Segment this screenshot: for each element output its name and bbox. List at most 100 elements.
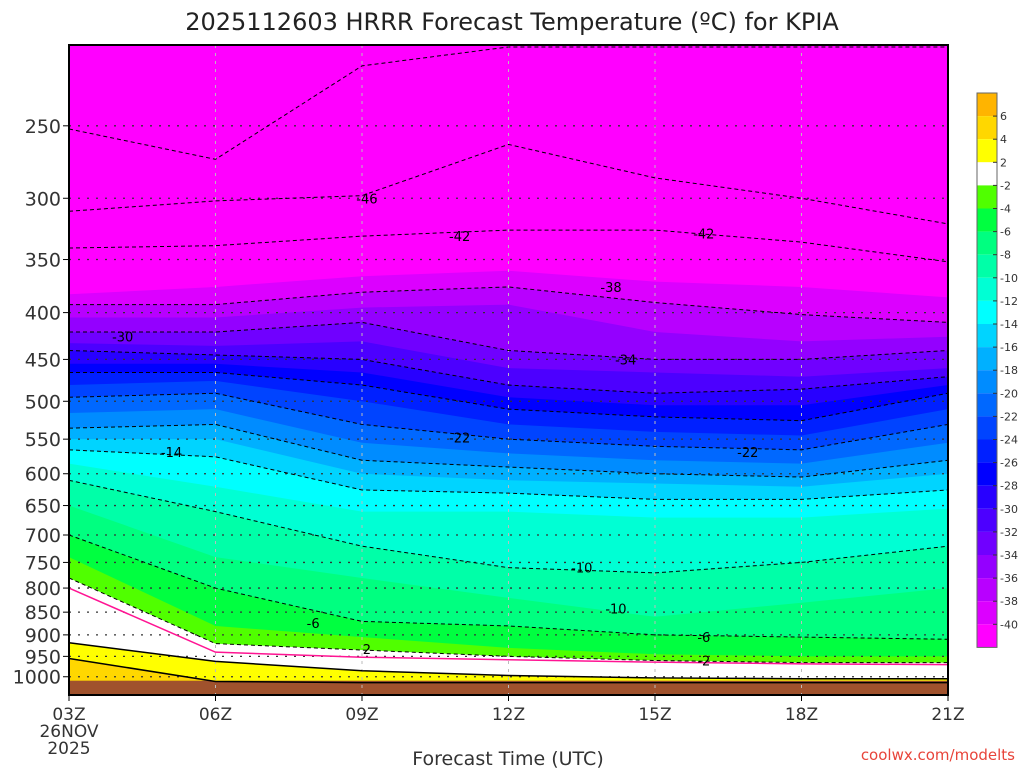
colorbar-swatch [977, 508, 997, 532]
contour-labels: -46 -42 -42 -38 -34 -30 -22 -22 -14 -10 -10 -6 -6 2 -2 [112, 192, 758, 669]
colorbar-swatch [977, 578, 997, 602]
x-tick-year: 2025 [47, 739, 90, 759]
colorbar-label: -16 [1000, 341, 1018, 354]
y-tick-label: 600 [25, 464, 61, 486]
colorbar-label: -26 [1000, 457, 1018, 470]
contour-label: -10 [571, 562, 592, 577]
colorbar-swatch [977, 300, 997, 324]
colorbar-label: -10 [1000, 272, 1018, 285]
y-tick-label: 450 [25, 349, 61, 371]
isotherm--46 [69, 143, 948, 225]
colorbar-swatch [977, 555, 997, 579]
isotherm--34 [69, 321, 948, 360]
colorbar-label: -6 [1000, 226, 1011, 239]
colorbar-label: -36 [1000, 572, 1018, 585]
isotherm-solid-2 [69, 642, 948, 680]
colorbar-swatch [977, 324, 997, 348]
y-tick-label: 900 [25, 625, 61, 647]
isotherm-solid-0 [69, 587, 948, 666]
colorbar-swatch [977, 462, 997, 486]
contour-label: -2 [697, 655, 710, 670]
colorbar-swatch [977, 393, 997, 417]
colorbar-legend: 6 4 2 -2 -4 -6 -8 -10 -12 -14 -16 -18 -20 -22 -24 -26 -2… [976, 92, 1018, 648]
colorbar-swatch [977, 531, 997, 555]
colorbar-swatch [977, 231, 997, 255]
colorbar-label: -24 [1000, 434, 1018, 447]
colorbar-swatch [977, 485, 997, 509]
y-tick-label: 700 [25, 525, 61, 547]
colorbar-label: -32 [1000, 526, 1018, 539]
colorbar-swatch [977, 439, 997, 463]
contour-label: 2 [363, 643, 371, 658]
y-tick-label: 850 [25, 602, 61, 624]
y-tick-label: 350 [25, 250, 61, 272]
colorbar-swatch [977, 624, 997, 648]
x-tick-label: 06Z [199, 705, 232, 725]
colorbar-label: 2 [1000, 156, 1007, 169]
y-tick-label: 950 [25, 646, 61, 668]
isotherm--6 [69, 534, 948, 640]
y-tick-label: 1000 [13, 667, 61, 689]
contour-label: -46 [356, 192, 377, 207]
colorbar-swatch [977, 93, 997, 117]
colorbar-label: -4 [1000, 203, 1011, 216]
colorbar-label: -14 [1000, 318, 1018, 331]
contour-label: -14 [161, 446, 182, 461]
isotherm-contours [69, 46, 948, 684]
x-tick-label: 18Z [785, 705, 818, 725]
x-tick-label: 09Z [345, 705, 378, 725]
colorbar-label: 4 [1000, 133, 1007, 146]
isotherm-solid-4 [69, 657, 948, 684]
y-tick-label: 750 [25, 552, 61, 574]
y-tick-label: 800 [25, 578, 61, 600]
contour-label: -22 [737, 446, 758, 461]
contour-label: -6 [307, 617, 320, 632]
colorbar-label: -28 [1000, 480, 1018, 493]
colorbar-label: -34 [1000, 549, 1018, 562]
x-tick-date: 26NOV [39, 722, 98, 742]
colorbar-swatch [977, 162, 997, 186]
colorbar-label: -8 [1000, 249, 1011, 262]
chart-title: 2025112603 HRRR Forecast Temperature (ºC… [185, 8, 839, 36]
x-tick-label: 15Z [638, 705, 671, 725]
colorbar-label: -18 [1000, 364, 1018, 377]
isotherm--30 [69, 349, 948, 394]
colorbar-swatch [977, 208, 997, 232]
contour-label: -10 [605, 602, 626, 617]
contour-label: -34 [615, 353, 636, 368]
y-tick-label: 550 [25, 429, 61, 451]
colorbar-swatch [977, 185, 997, 209]
colorbar-label: 6 [1000, 110, 1007, 123]
x-axis-label: Forecast Time (UTC) [412, 748, 603, 768]
colorbar-label: -40 [1000, 618, 1018, 631]
x-tick-label: 03Z [52, 705, 85, 725]
colorbar-swatch [977, 254, 997, 278]
y-tick-label: 650 [25, 496, 61, 518]
colorbar-swatch [977, 601, 997, 625]
colorbar-label: -12 [1000, 295, 1018, 308]
y-tick-label: 500 [25, 391, 61, 413]
colorbar-swatch [977, 347, 997, 371]
colorbar-label: -22 [1000, 410, 1018, 423]
credit-text[interactable]: coolwx.com/modelts [861, 746, 1015, 764]
contour-label: -42 [693, 228, 714, 243]
y-axis-ticks: 2503003504004505005506006507007508008509… [13, 116, 69, 689]
contour-label: -6 [697, 631, 710, 646]
colorbar-label: -30 [1000, 503, 1018, 516]
y-tick-label: 250 [25, 116, 61, 138]
contour-label: -22 [449, 432, 470, 447]
isotherm--22 [69, 392, 948, 451]
isotherm--18 [69, 423, 948, 478]
colorbar-swatch [977, 277, 997, 301]
contour-label: -38 [600, 281, 621, 296]
isotherm--50 [69, 46, 948, 160]
colorbar-label: -38 [1000, 595, 1018, 608]
colorbar-label: -2 [1000, 179, 1011, 192]
contour-label: -42 [449, 230, 470, 245]
x-tick-label: 21Z [931, 705, 964, 725]
isotherm--10 [69, 479, 948, 574]
temperature-fill [69, 45, 948, 695]
y-tick-label: 300 [25, 188, 61, 210]
